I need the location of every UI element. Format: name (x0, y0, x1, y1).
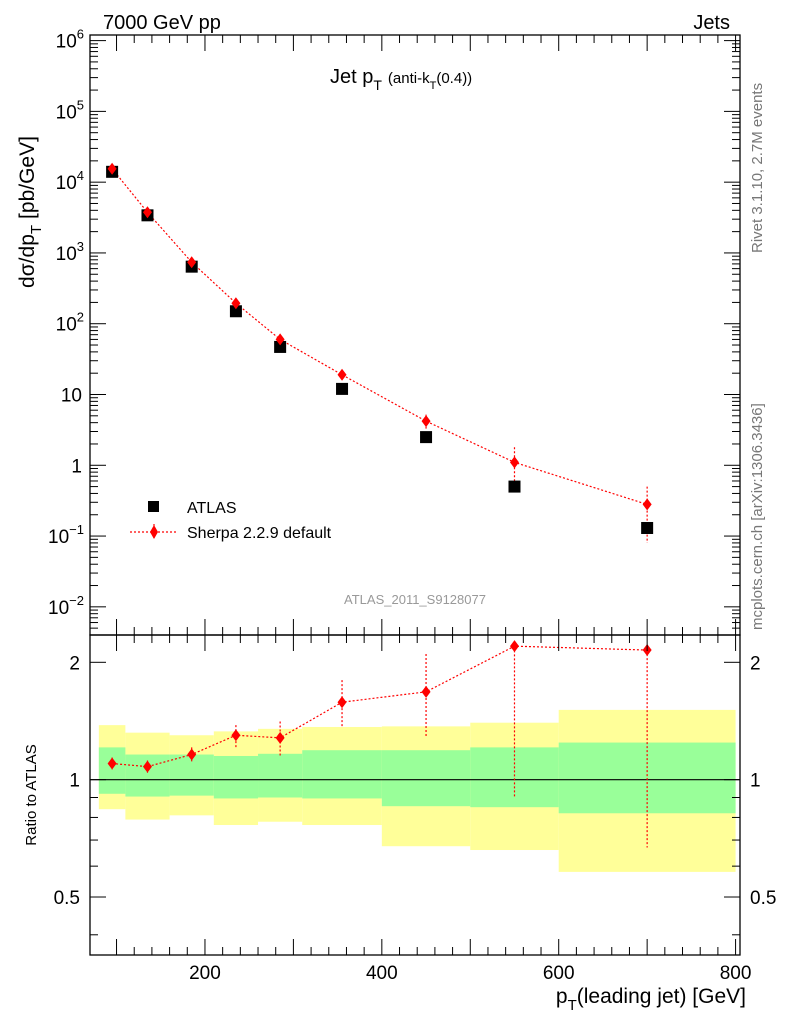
sherpa-point (107, 162, 117, 175)
plot-title: Jet pT (anti-kT(0.4)) (330, 66, 472, 93)
ratio-ylabel: Ratio to ATLAS (23, 744, 40, 845)
x-axis-label: pT(leading jet) [GeV] (556, 985, 746, 1014)
ratio-ytick-label: 2 (69, 653, 80, 674)
ratio-xtick-label: 200 (189, 963, 221, 984)
main-ytick-label: 106 (56, 27, 84, 53)
main-ytick-label: 1 (71, 456, 82, 477)
atlas-point (641, 521, 654, 534)
sherpa-point (187, 256, 197, 269)
legend: ATLAS Sherpa 2.2.9 default (130, 500, 332, 542)
sherpa-point (642, 498, 652, 511)
main-ytick-label: 103 (56, 239, 84, 265)
ratio-xtick-label: 800 (720, 963, 752, 984)
ratio-sherpa-point (187, 748, 197, 761)
main-ylabel: dσ/dpT[pb/GeV] (16, 136, 45, 288)
ratio-sherpa-point (142, 760, 152, 773)
legend-sherpa-marker (150, 525, 158, 539)
ratio-ytick-label: 0.5 (54, 888, 80, 909)
ratio-band-green (258, 753, 303, 798)
ratio-ytick-label-right: 1 (750, 771, 761, 792)
ratio-band-green (302, 750, 382, 799)
ratio-ytick-label-right: 2 (750, 653, 761, 674)
legend-sherpa-label: Sherpa 2.2.9 default (187, 525, 332, 542)
sherpa-point (231, 297, 241, 310)
ratio-sherpa-point (509, 640, 519, 653)
ratio-sherpa-point (275, 731, 285, 744)
ratio-sherpa-point (421, 685, 431, 698)
ratio-band-green (213, 755, 259, 799)
atlas-point (274, 340, 287, 353)
legend-atlas-label: ATLAS (187, 500, 237, 517)
ratio-xtick-label: 600 (543, 963, 575, 984)
legend-atlas-marker (148, 501, 159, 512)
sherpa-point (421, 415, 431, 428)
atlas-point (508, 480, 521, 493)
sherpa-point (142, 206, 152, 219)
main-ytick-label: 10−1 (48, 522, 84, 548)
ratio-ytick-label: 1 (69, 771, 80, 792)
ratio-band-green (470, 747, 559, 808)
atlas-point (420, 431, 433, 444)
ratio-panel: 2 2 1 1 0.5 0.5 200 400 600 800 Ratio to ATLAS p… (23, 634, 776, 1014)
sherpa-point (275, 333, 285, 346)
ratio-band-green (381, 750, 471, 807)
ratio-sherpa-point (107, 757, 117, 770)
main-ytick-label: 102 (56, 310, 84, 336)
ratio-sherpa-point (231, 729, 241, 742)
main-ytick-label: 104 (56, 168, 84, 194)
main-frame (89, 34, 741, 636)
atlas-point (336, 382, 349, 395)
sherpa-point (337, 368, 347, 381)
sherpa-line (111, 168, 648, 505)
main-ytick-label: 10 (61, 385, 82, 406)
header-left: 7000 GeV pp (103, 12, 221, 34)
ratio-sherpa-point (337, 696, 347, 709)
ratio-frame (89, 634, 741, 956)
main-ytick-label: 105 (56, 97, 84, 123)
analysis-watermark: ATLAS_2011_S9128077 (344, 592, 486, 607)
ratio-band-green (98, 747, 126, 794)
atlas-point (229, 305, 242, 318)
header-right: Jets (693, 12, 730, 34)
sherpa-point (509, 456, 519, 469)
ratio-xtick-label: 400 (366, 963, 398, 984)
mcplots-label: mcplots.cern.ch [arXiv:1306.3436] (749, 403, 766, 630)
ratio-ytick-label-right: 0.5 (750, 888, 776, 909)
main-ytick-label: 10−2 (48, 593, 84, 619)
rivet-label: Rivet 3.1.10, 2.7M events (749, 83, 766, 253)
